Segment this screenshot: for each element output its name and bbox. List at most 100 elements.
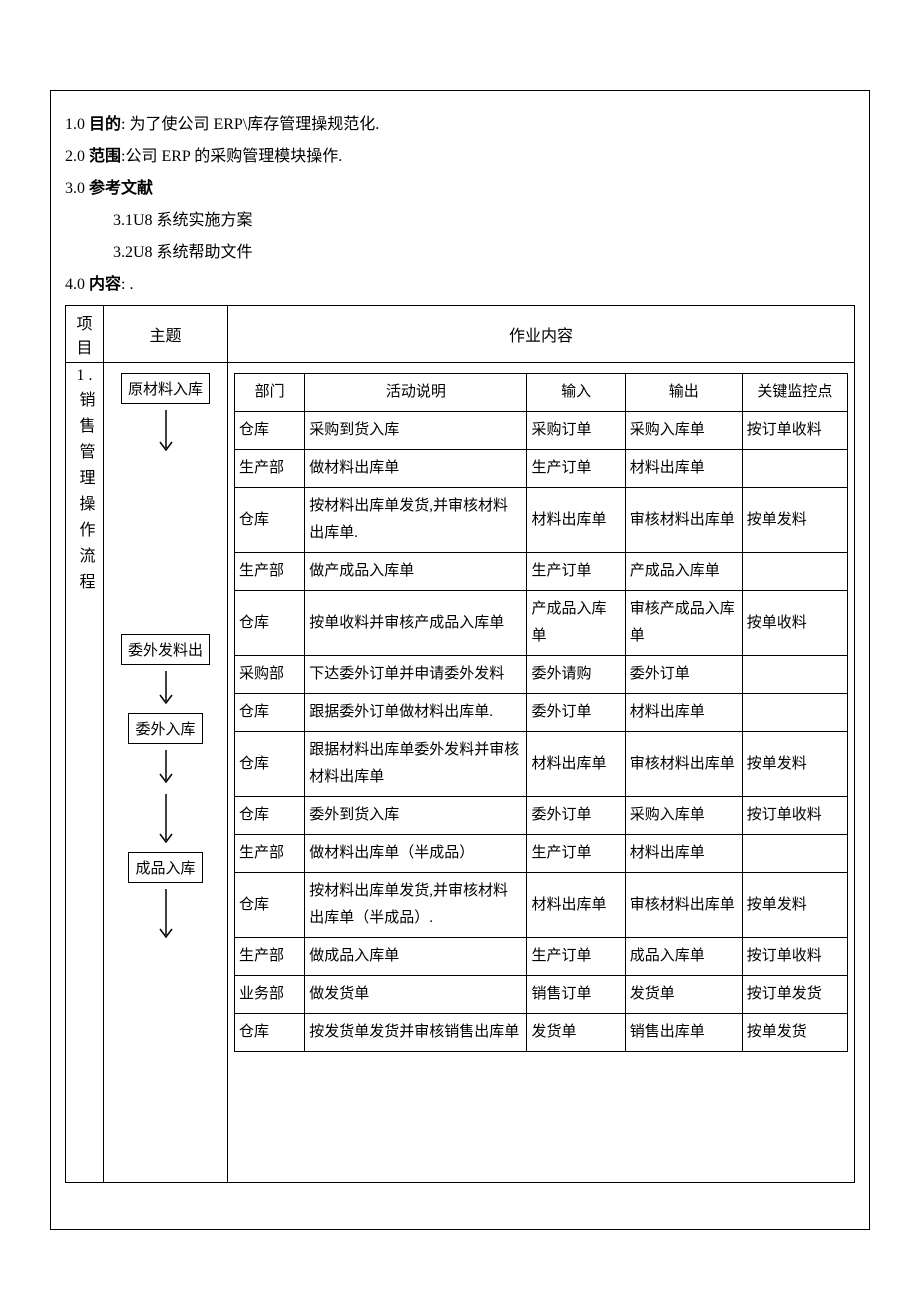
table-row: 仓库跟据委外订单做材料出库单.委外订单材料出库单 — [235, 694, 848, 732]
section-2-label: 范围 — [89, 148, 121, 165]
flowchart: 原材料入库 委外发料出 委外入库 — [108, 367, 223, 943]
flow-node-1: 委外发料出 — [121, 634, 210, 665]
section-1-num: 1.0 — [65, 116, 85, 133]
table-cell-output: 采购入库单 — [625, 412, 742, 450]
table-cell-activity: 做产成品入库单 — [305, 553, 527, 591]
table-cell-activity: 按材料出库单发货,并审核材料出库单（半成品）. — [305, 873, 527, 938]
project-cell: 1 . 销售管理操作流程 — [66, 363, 104, 1183]
section-3-sub2: 3.2U8 系统帮助文件 — [113, 237, 855, 269]
table-row: 仓库按单收料并审核产成品入库单产成品入库单审核产成品入库单按单收料 — [235, 591, 848, 656]
table-cell-output: 审核材料出库单 — [625, 732, 742, 797]
section-3-num: 3.0 — [65, 180, 85, 197]
table-row: 仓库按发货单发货并审核销售出库单发货单销售出库单按单发货 — [235, 1014, 848, 1052]
table-cell-activity: 做材料出库单 — [305, 450, 527, 488]
table-cell-input: 生产订单 — [527, 835, 625, 873]
table-cell-key: 按单收料 — [742, 591, 847, 656]
table-cell-dept: 仓库 — [235, 797, 305, 835]
table-row: 生产部做产成品入库单生产订单产成品入库单 — [235, 553, 848, 591]
outer-header-row: 项目 主题 作业内容 — [66, 306, 855, 363]
table-row: 仓库委外到货入库委外订单采购入库单按订单收料 — [235, 797, 848, 835]
table-cell-dept: 仓库 — [235, 694, 305, 732]
arrow-icon — [156, 669, 176, 709]
table-cell-input: 材料出库单 — [527, 873, 625, 938]
table-cell-output: 审核材料出库单 — [625, 488, 742, 553]
table-cell-output: 审核材料出库单 — [625, 873, 742, 938]
section-3: 3.0 参考文献 — [65, 173, 855, 205]
flow-node-0: 原材料入库 — [121, 373, 210, 404]
table-row: 仓库采购到货入库采购订单采购入库单按订单收料 — [235, 412, 848, 450]
table-cell-dept: 生产部 — [235, 450, 305, 488]
section-2: 2.0 范围:公司 ERP 的采购管理模块操作. — [65, 141, 855, 173]
table-cell-input: 委外订单 — [527, 694, 625, 732]
section-1: 1.0 目的: 为了使公司 ERP\库存管理操规范化. — [65, 109, 855, 141]
table-row: 仓库跟据材料出库单委外发料并审核材料出库单材料出库单审核材料出库单按单发料 — [235, 732, 848, 797]
table-cell-input: 委外订单 — [527, 797, 625, 835]
table-cell-dept: 仓库 — [235, 1014, 305, 1052]
table-cell-dept: 仓库 — [235, 488, 305, 553]
flow-node-3: 成品入库 — [128, 852, 202, 883]
table-cell-dept: 仓库 — [235, 591, 305, 656]
section-2-num: 2.0 — [65, 148, 85, 165]
table-cell-key — [742, 450, 847, 488]
table-cell-output: 材料出库单 — [625, 450, 742, 488]
table-cell-key: 按订单收料 — [742, 797, 847, 835]
table-row: 采购部下达委外订单并申请委外发料委外请购委外订单 — [235, 656, 848, 694]
section-2-text: :公司 ERP 的采购管理模块操作. — [121, 148, 342, 165]
section-4-text: : . — [121, 276, 133, 293]
table-cell-input: 材料出库单 — [527, 488, 625, 553]
inner-header-activity: 活动说明 — [305, 374, 527, 412]
outer-header-col3: 作业内容 — [228, 306, 855, 363]
inner-table-body: 仓库采购到货入库采购订单采购入库单按订单收料生产部做材料出库单生产订单材料出库单… — [235, 412, 848, 1052]
table-cell-key: 按单发料 — [742, 732, 847, 797]
section-1-text: : 为了使公司 ERP\库存管理操规范化. — [121, 116, 379, 133]
table-cell-input: 生产订单 — [527, 553, 625, 591]
inner-header-input: 输入 — [527, 374, 625, 412]
table-cell-dept: 生产部 — [235, 553, 305, 591]
table-cell-output: 材料出库单 — [625, 694, 742, 732]
table-cell-dept: 仓库 — [235, 412, 305, 450]
table-cell-activity: 按发货单发货并审核销售出库单 — [305, 1014, 527, 1052]
table-row: 生产部做材料出库单生产订单材料出库单 — [235, 450, 848, 488]
table-cell-activity: 按单收料并审核产成品入库单 — [305, 591, 527, 656]
outer-header-col1: 项目 — [66, 306, 104, 363]
section-4-label: 内容 — [89, 276, 121, 293]
table-row: 生产部做材料出库单（半成品）生产订单材料出库单 — [235, 835, 848, 873]
table-cell-output: 产成品入库单 — [625, 553, 742, 591]
table-cell-output: 采购入库单 — [625, 797, 742, 835]
inner-header-row: 部门 活动说明 输入 输出 关键监控点 — [235, 374, 848, 412]
table-cell-activity: 按材料出库单发货,并审核材料出库单. — [305, 488, 527, 553]
table-cell-key: 按订单发货 — [742, 976, 847, 1014]
table-row: 生产部做成品入库单生产订单成品入库单按订单收料 — [235, 938, 848, 976]
table-cell-input: 采购订单 — [527, 412, 625, 450]
table-cell-output: 委外订单 — [625, 656, 742, 694]
table-cell-dept: 仓库 — [235, 873, 305, 938]
table-cell-input: 销售订单 — [527, 976, 625, 1014]
outer-header-col2: 主题 — [104, 306, 228, 363]
section-4-num: 4.0 — [65, 276, 85, 293]
table-cell-dept: 生产部 — [235, 835, 305, 873]
flow-cell: 原材料入库 委外发料出 委外入库 — [104, 363, 228, 1183]
arrow-icon — [156, 748, 176, 788]
arrow-icon — [156, 887, 176, 943]
table-cell-output: 成品入库单 — [625, 938, 742, 976]
table-cell-activity: 下达委外订单并申请委外发料 — [305, 656, 527, 694]
table-cell-dept: 采购部 — [235, 656, 305, 694]
table-cell-dept: 仓库 — [235, 732, 305, 797]
table-cell-output: 材料出库单 — [625, 835, 742, 873]
table-cell-dept: 业务部 — [235, 976, 305, 1014]
project-number: 1 . — [70, 367, 99, 385]
table-cell-output: 发货单 — [625, 976, 742, 1014]
section-1-label: 目的 — [89, 116, 121, 133]
table-cell-dept: 生产部 — [235, 938, 305, 976]
table-cell-key: 按单发货 — [742, 1014, 847, 1052]
table-cell-input: 委外请购 — [527, 656, 625, 694]
section-3-label: 参考文献 — [89, 180, 153, 197]
table-cell-output: 销售出库单 — [625, 1014, 742, 1052]
table-cell-activity: 跟据材料出库单委外发料并审核材料出库单 — [305, 732, 527, 797]
inner-table: 部门 活动说明 输入 输出 关键监控点 仓库采购到货入库采购订单采购入库单按订单… — [234, 373, 848, 1052]
table-row: 仓库按材料出库单发货,并审核材料出库单（半成品）.材料出库单审核材料出库单按单发… — [235, 873, 848, 938]
table-cell-activity: 做成品入库单 — [305, 938, 527, 976]
table-cell-key — [742, 656, 847, 694]
table-cell-input: 材料出库单 — [527, 732, 625, 797]
table-cell-activity: 做发货单 — [305, 976, 527, 1014]
